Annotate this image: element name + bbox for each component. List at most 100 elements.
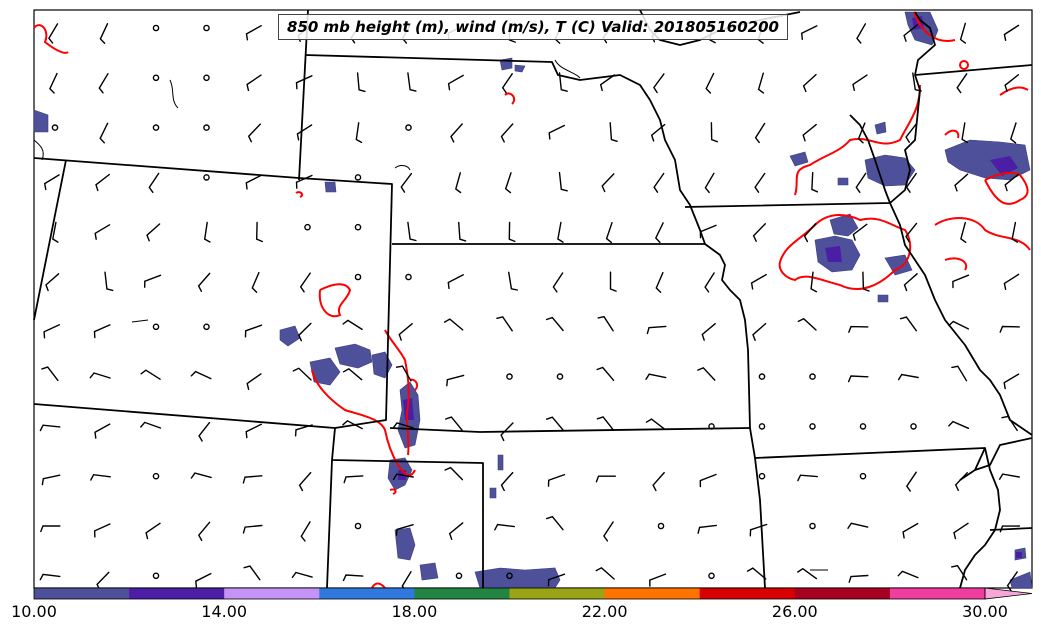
- calm-circle-icon: [758, 472, 766, 480]
- wind-barb-icon: [255, 221, 263, 243]
- wind-barb-icon: [951, 564, 968, 581]
- wind-barb-icon: [548, 124, 565, 140]
- wind-barb-icon: [251, 271, 260, 293]
- wind-barb-icon: [45, 273, 60, 292]
- wind-barb-icon: [140, 369, 161, 380]
- wind-barb-icon: [400, 172, 413, 193]
- wind-barb-icon: [145, 522, 161, 540]
- wind-barb-icon: [98, 73, 109, 94]
- wind-barb-icon: [1003, 273, 1020, 290]
- wind-barb-icon: [146, 223, 161, 242]
- wind-barb-icon: [701, 323, 716, 341]
- calm-circle-icon: [758, 423, 766, 430]
- wind-barb-icon: [897, 373, 919, 381]
- wind-barb-icon: [852, 223, 868, 241]
- wind-barb-icon: [447, 274, 464, 290]
- calm-circle-icon: [152, 572, 160, 580]
- calm-circle-icon: [708, 423, 715, 430]
- wind-barb-icon: [803, 222, 817, 243]
- wind-barb-icon: [797, 567, 818, 580]
- wind-barb-icon: [508, 271, 518, 291]
- wind-barb-icon: [392, 473, 414, 481]
- wind-barb-icon: [645, 373, 667, 380]
- wind-barb-icon: [39, 424, 61, 432]
- colorbar-segment: [699, 588, 796, 599]
- wind-barb-icon: [1004, 74, 1019, 92]
- wind-barb-icon: [1009, 122, 1017, 144]
- colorbar-tick-label: 22.00: [581, 602, 628, 621]
- wind-barb-icon: [242, 475, 263, 484]
- calm-circle-icon: [859, 472, 867, 480]
- wind-barb-icon: [754, 172, 766, 193]
- wind-barb-icon: [954, 173, 969, 192]
- calm-circle-icon: [455, 572, 463, 580]
- wind-barb-icon: [912, 72, 922, 92]
- wind-barb-icon: [246, 373, 262, 390]
- calm-circle-icon: [304, 223, 311, 231]
- calm-circle-icon: [354, 223, 362, 231]
- wind-barb-icon: [95, 173, 110, 192]
- wind-barb-icon: [699, 473, 717, 488]
- wind-barb-icon: [609, 122, 618, 142]
- wind-barb-icon: [52, 221, 59, 243]
- wind-barb-icon: [501, 73, 513, 94]
- wind-barb-icon: [654, 222, 664, 244]
- wind-barb-icon: [897, 570, 919, 579]
- wind-barb-icon: [190, 472, 212, 479]
- wind-barb-icon: [558, 171, 568, 192]
- wind-barb-icon: [244, 324, 263, 338]
- wind-barb-icon: [203, 221, 211, 243]
- wind-barb-icon: [246, 74, 262, 92]
- colorbar-segment: [509, 588, 606, 599]
- wind-barb-icon: [545, 316, 564, 332]
- wind-barb-icon: [609, 271, 617, 292]
- calm-circle-icon: [405, 273, 412, 281]
- wind-barb-icon: [800, 25, 818, 40]
- wind-barb-icon: [140, 421, 162, 429]
- wind-barb-icon: [595, 566, 615, 580]
- wind-barb-icon: [298, 322, 312, 342]
- wind-barb-icon: [245, 174, 262, 190]
- wind-barb-icon: [546, 515, 564, 531]
- wind-barb-icon: [810, 271, 818, 293]
- wind-barb-icon: [1003, 373, 1020, 390]
- calm-circle-icon: [203, 124, 210, 131]
- calm-circle-icon: [51, 124, 59, 131]
- wind-barb-icon: [956, 73, 968, 94]
- wind-barb-icon: [948, 420, 970, 429]
- wind-barb-icon: [190, 370, 212, 380]
- wind-barb-icon: [601, 173, 615, 193]
- calm-circle-icon: [203, 24, 210, 32]
- wind-barb-icon: [504, 172, 512, 194]
- wind-barb-icon: [903, 24, 918, 42]
- wind-barb-icon: [545, 416, 564, 431]
- wind-barb-icon: [697, 524, 717, 534]
- wind-barb-icon: [954, 472, 968, 491]
- plot-frame: [33, 9, 1033, 589]
- wind-barb-icon: [1001, 415, 1018, 432]
- calm-circle-icon: [152, 472, 160, 480]
- calm-circle-icon: [506, 373, 513, 380]
- wind-barb-icon: [198, 421, 211, 442]
- calm-circle-icon: [203, 323, 210, 331]
- wind-barb-icon: [444, 466, 464, 481]
- wind-barb-icon: [148, 172, 160, 193]
- wind-barb-icon: [49, 72, 58, 94]
- wind-barb-icon: [704, 172, 715, 194]
- wind-barb-icon: [948, 320, 969, 330]
- calm-circle-icon: [354, 273, 362, 281]
- wind-barb-icon: [342, 319, 363, 331]
- calm-circle-icon: [354, 174, 362, 181]
- wind-barb-icon: [93, 324, 111, 339]
- wind-barb-icon: [500, 471, 514, 492]
- wind-barb-icon: [752, 322, 767, 341]
- wind-barb-icon: [94, 224, 111, 240]
- wind-barb-icon: [1004, 173, 1019, 192]
- calm-circle-icon: [152, 74, 160, 82]
- wind-barb-icon: [99, 23, 109, 44]
- wind-barb-icon: [704, 272, 715, 293]
- wind-barb-icon: [94, 423, 111, 439]
- wind-barb-icon: [294, 424, 313, 437]
- wind-barb-icon: [450, 123, 463, 143]
